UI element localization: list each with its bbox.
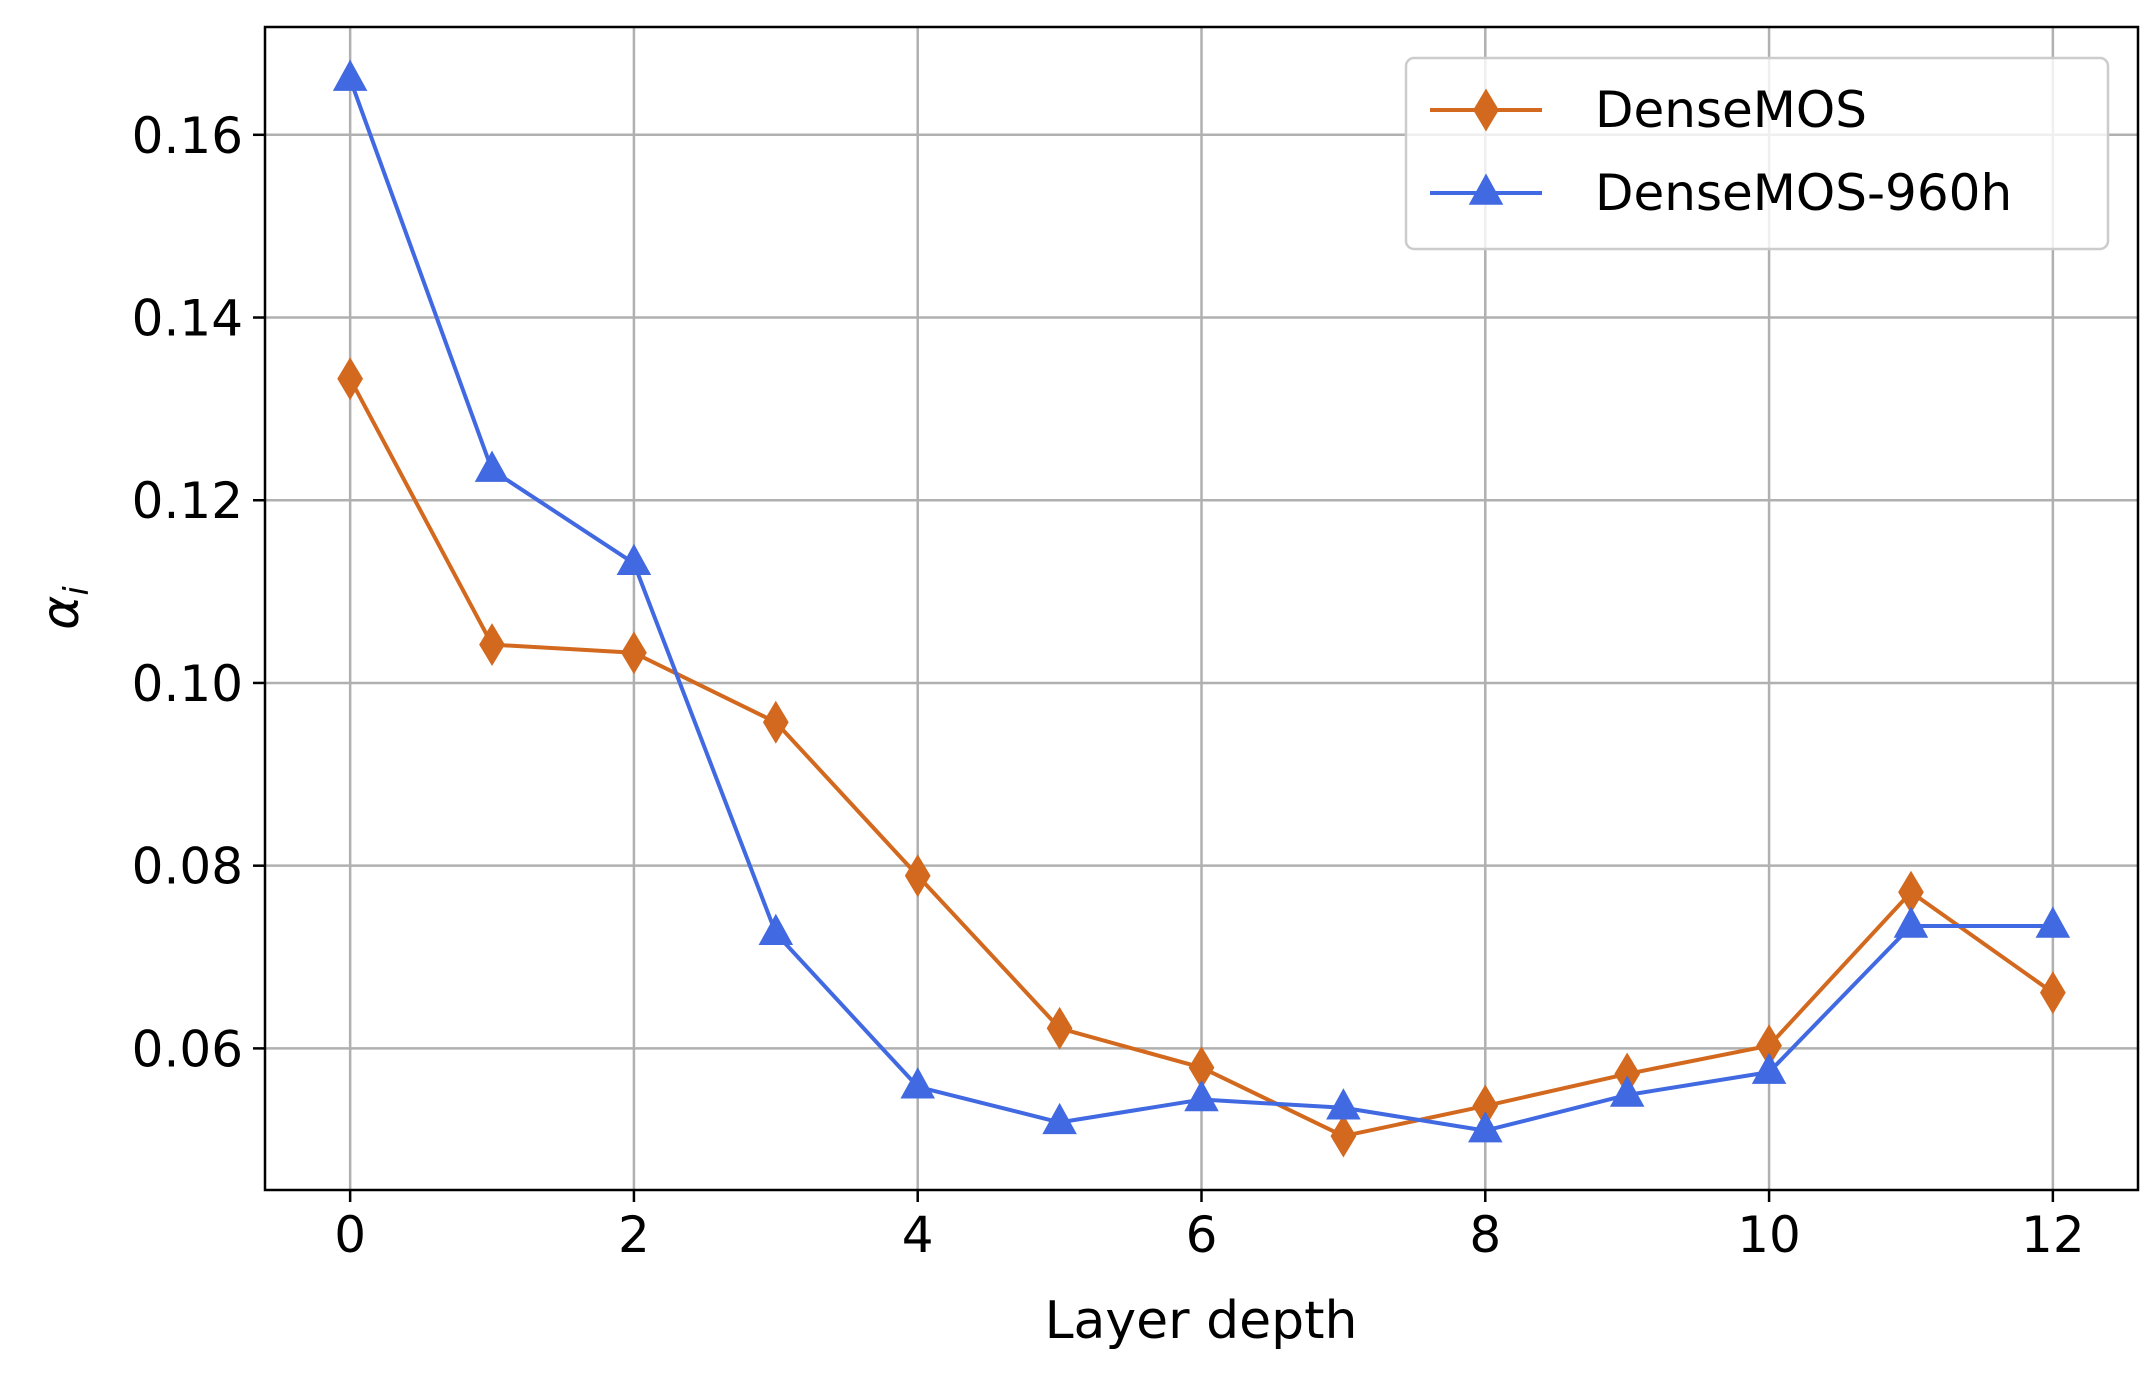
data-point bbox=[1330, 1114, 1357, 1158]
x-tick-label: 12 bbox=[2021, 1206, 2085, 1264]
y-tick-label: 0.06 bbox=[132, 1020, 243, 1078]
data-point bbox=[2035, 906, 2071, 938]
data-point bbox=[1042, 1102, 1077, 1135]
x-tick-label: 4 bbox=[902, 1206, 934, 1264]
legend-box bbox=[1404, 56, 2110, 251]
x-tick-label: 10 bbox=[1737, 1206, 1801, 1264]
y-axis-ticks: 0.06 0.08 0.10 0.12 0.14 0.16 bbox=[132, 107, 265, 1078]
data-point bbox=[2039, 971, 2066, 1015]
plot-frame bbox=[263, 25, 2140, 1192]
data-point bbox=[904, 854, 931, 898]
legend-label: DenseMOS bbox=[1595, 81, 1867, 139]
x-tick-label: 6 bbox=[1186, 1206, 1218, 1264]
x-tick-label: 8 bbox=[1469, 1206, 1501, 1264]
x-axis-label: Layer depth bbox=[1045, 1291, 1358, 1351]
y-tick-label: 0.08 bbox=[132, 838, 243, 896]
legend-marker bbox=[1468, 173, 1504, 205]
grid-lines bbox=[265, 27, 2138, 1190]
y-axis-label: αi bbox=[31, 586, 97, 630]
data-point bbox=[616, 543, 652, 576]
y-tick-label: 0.12 bbox=[132, 472, 243, 530]
x-tick-label: 2 bbox=[618, 1206, 650, 1264]
y-axis-label-symbol: α bbox=[31, 596, 91, 630]
y-tick-label: 0.16 bbox=[132, 107, 243, 165]
data-point bbox=[1046, 1006, 1073, 1050]
y-axis-label-subscript: i bbox=[57, 586, 97, 596]
legend-label: DenseMOS-960h bbox=[1595, 164, 2012, 222]
y-tick-label: 0.14 bbox=[132, 290, 243, 348]
data-point bbox=[1751, 1052, 1787, 1084]
data-point bbox=[474, 450, 510, 482]
data-point bbox=[1184, 1080, 1219, 1112]
series-layer bbox=[332, 59, 2071, 1158]
data-point bbox=[900, 1067, 935, 1099]
data-point bbox=[1326, 1088, 1361, 1120]
legend-marker bbox=[1473, 88, 1499, 132]
data-point bbox=[479, 623, 505, 667]
data-point bbox=[621, 631, 647, 675]
series-1 bbox=[337, 357, 2066, 1158]
data-point bbox=[758, 913, 794, 946]
data-point bbox=[332, 59, 368, 91]
x-tick-label: 0 bbox=[334, 1206, 366, 1264]
y-tick-label: 0.10 bbox=[132, 655, 243, 713]
data-point bbox=[1468, 1111, 1503, 1143]
series-2 bbox=[332, 59, 2071, 1143]
data-point bbox=[1893, 906, 1929, 938]
data-point bbox=[337, 357, 364, 401]
x-axis-ticks: 0 2 4 6 8 10 12 bbox=[334, 1190, 2085, 1264]
legend: DenseMOS DenseMOS-960h bbox=[1404, 56, 2110, 251]
data-point bbox=[1609, 1075, 1645, 1107]
data-point bbox=[762, 700, 789, 744]
